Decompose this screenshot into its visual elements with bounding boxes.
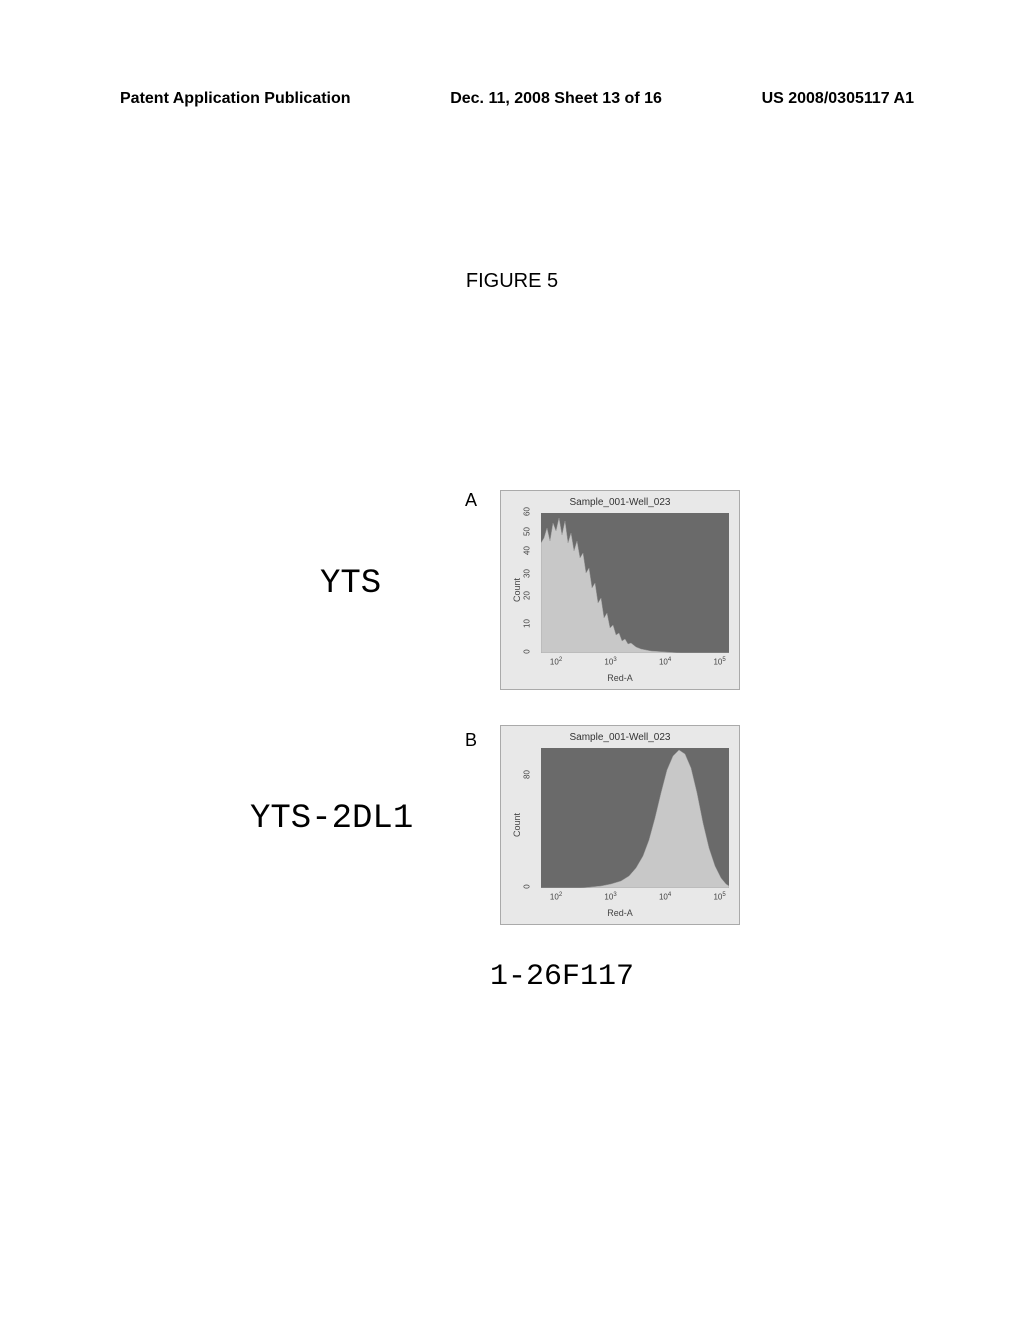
- plot_a-xtick: 104: [655, 657, 675, 667]
- header-left: Patent Application Publication: [120, 90, 351, 108]
- antibody-code: 1-26F117: [490, 960, 634, 994]
- plot-b: Sample_001-Well_023 Count Red-A 0 80 102 10…: [500, 725, 740, 925]
- plot_a-xtick: 105: [710, 657, 730, 667]
- plot-a-histogram: [541, 513, 729, 653]
- plot_a-ytick: 50: [523, 523, 532, 539]
- plot-b-histogram: [541, 748, 729, 888]
- plot_a-xtick: 103: [601, 657, 621, 667]
- plot-b-xlabel: Red-A: [501, 908, 739, 918]
- plot-a-xlabel: Red-A: [501, 673, 739, 683]
- plot_a-ytick: 10: [523, 616, 532, 632]
- plot-a-hist-path: [541, 518, 729, 653]
- panel-a-label: A: [465, 490, 477, 511]
- plot-a-title: Sample_001-Well_023: [501, 497, 739, 508]
- plot-b-ylabel: Count: [512, 813, 522, 837]
- plot_b-xtick: 105: [710, 892, 730, 902]
- plot_b-xtick: 102: [546, 892, 566, 902]
- plot_a-xtick: 102: [546, 657, 566, 667]
- plot_a-ytick: 0: [523, 644, 532, 660]
- plot_a-ytick: 40: [523, 543, 532, 559]
- header-right: US 2008/0305117 A1: [762, 90, 914, 108]
- plot-a-ylabel: Count: [512, 578, 522, 602]
- plot_b-ytick: 0: [523, 879, 532, 895]
- plot_b-ytick: 80: [523, 767, 532, 783]
- plot-b-hist-path: [541, 750, 729, 888]
- panel-b-label: B: [465, 730, 477, 751]
- plot-b-title: Sample_001-Well_023: [501, 732, 739, 743]
- plot_b-xtick: 103: [601, 892, 621, 902]
- plot-b-inner: [541, 748, 729, 888]
- plot_a-ytick: 30: [523, 565, 532, 581]
- page-header: Patent Application Publication Dec. 11, …: [0, 90, 1024, 108]
- plot-a-inner: [541, 513, 729, 653]
- plot_b-xtick: 104: [655, 892, 675, 902]
- panel-b-row-label: YTS-2DL1: [250, 800, 413, 838]
- figure-title: FIGURE 5: [0, 270, 1024, 293]
- panel-a-row-label: YTS: [320, 565, 381, 603]
- header-center: Dec. 11, 2008 Sheet 13 of 16: [450, 90, 662, 108]
- plot_a-ytick: 20: [523, 588, 532, 604]
- plot-a: Sample_001-Well_023 Count Red-A 0 10 20 30 4…: [500, 490, 740, 690]
